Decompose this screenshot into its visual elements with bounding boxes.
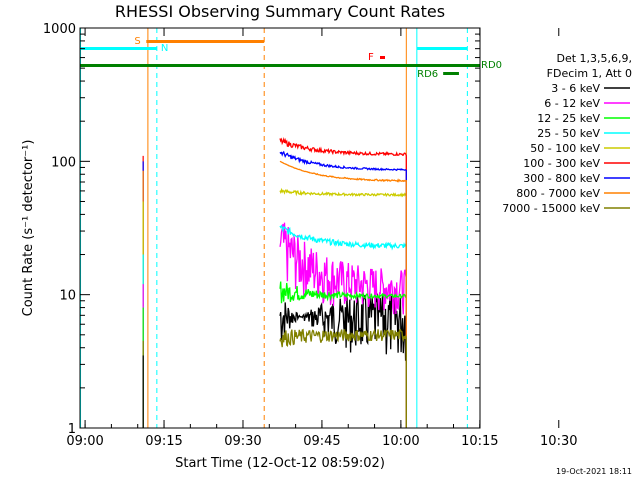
legend-label-8: 7000 - 15000 keV: [502, 202, 600, 215]
x-tick-label-1: 09:15: [145, 434, 182, 449]
series-line-2: [279, 281, 407, 428]
flag-bar-rd6: [443, 72, 459, 75]
legend-header-2: FDecim 1, Att 0: [547, 67, 632, 80]
y-axis-label: Count Rate (s⁻¹ detector⁻¹): [21, 140, 36, 317]
x-tick-label-6: 10:30: [540, 434, 577, 449]
series-line-7: [279, 160, 407, 428]
legend-label-1: 6 - 12 keV: [544, 97, 600, 110]
flag-bar-f: [380, 56, 385, 59]
series-line-1: [279, 222, 407, 428]
plot-frame: [79, 27, 481, 429]
x-tick-label-4: 10:00: [382, 434, 419, 449]
legend-label-2: 12 - 25 keV: [537, 112, 600, 125]
x-axis-label: Start Time (12-Oct-12 08:59:02): [175, 456, 385, 471]
flag-bar-rd0: [80, 64, 480, 67]
axis-ticks: 09:00 09:15 09:30 09:45 10:00 10:15 10:30 1 10 10…: [43, 22, 578, 449]
legend-label-4: 50 - 100 keV: [530, 142, 600, 155]
legend: Det 1,3,5,6,9, FDecim 1, Att 0 3 - 6 keV…: [502, 52, 632, 215]
flag-label-rd0: RD0: [481, 60, 502, 71]
legend-header-1: Det 1,3,5,6,9,: [556, 52, 632, 65]
timestamp: 19-Oct-2021 18:11: [556, 467, 632, 476]
series-line-0: [279, 291, 407, 428]
y-tick-label-3: 1000: [43, 22, 76, 37]
x-tick-label-5: 10:15: [461, 434, 498, 449]
x-tick-label-2: 09:30: [224, 434, 261, 449]
plot-area: [80, 28, 468, 428]
legend-label-7: 800 - 7000 keV: [516, 187, 600, 200]
legend-label-6: 300 - 800 keV: [523, 172, 600, 185]
y-tick-label-2: 100: [51, 155, 76, 170]
y-tick-label-0: 1: [68, 422, 76, 437]
flag-bar-n-1: [80, 47, 157, 50]
chart-title: RHESSI Observing Summary Count Rates: [115, 2, 445, 21]
legend-label-5: 100 - 300 keV: [523, 157, 600, 170]
flag-label-n: N: [161, 43, 168, 54]
y-tick-label-1: 10: [59, 289, 76, 304]
series-line-5: [279, 137, 407, 428]
series-line-4: [279, 187, 407, 428]
series-line-6: [279, 150, 407, 428]
flag-label-s: S: [134, 36, 140, 47]
flag-bar-s: [146, 40, 265, 43]
legend-label-0: 3 - 6 keV: [551, 82, 600, 95]
flag-label-rd6: RD6: [417, 69, 438, 80]
series-line-3: [279, 224, 407, 428]
flag-label-f: F: [368, 52, 374, 63]
x-tick-label-0: 09:00: [66, 434, 103, 449]
flag-bars: S N F RD0 RD6: [80, 36, 502, 80]
x-tick-label-3: 09:45: [303, 434, 340, 449]
legend-label-3: 25 - 50 keV: [537, 127, 600, 140]
series-line-8: [279, 328, 407, 428]
flag-bar-n-2: [416, 47, 468, 50]
